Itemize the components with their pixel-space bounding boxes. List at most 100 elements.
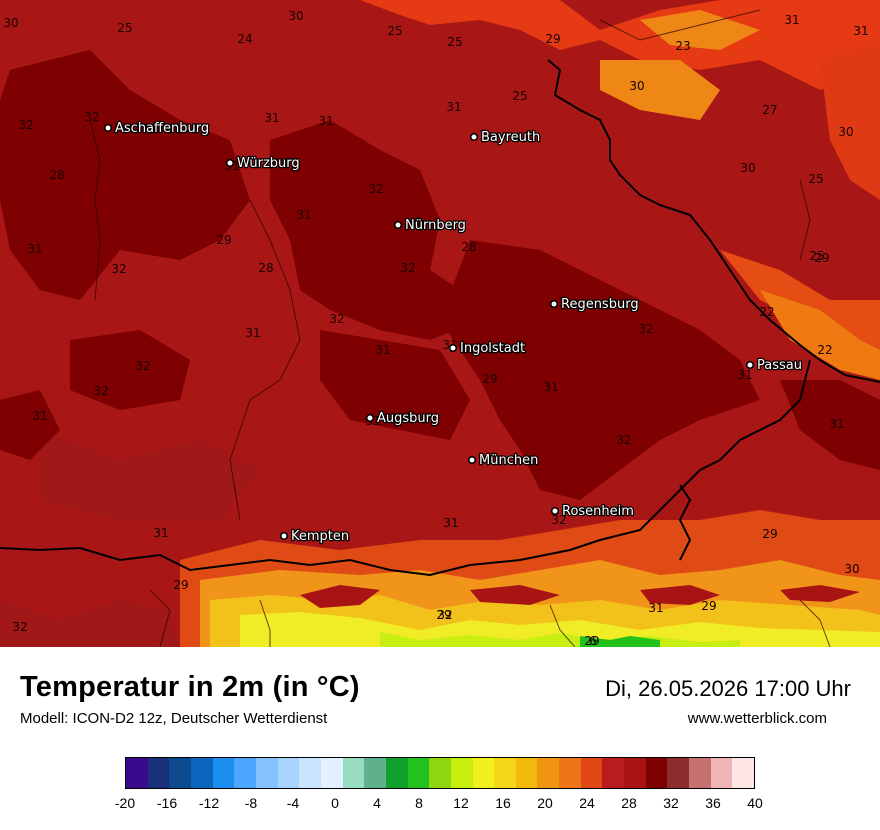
isotherm-value: 29 [173,578,188,592]
isotherm-value: 32 [638,322,653,336]
isotherm-value: 31 [443,516,458,530]
isotherm-value: 25 [117,21,132,35]
isotherm-value: 27 [762,103,777,117]
isotherm-value: 29 [701,599,716,613]
legend-ticks: -20 -16 -12 -8 -4 0 4 8 12 16 20 24 28 32 36 40 [0,795,880,815]
isotherm-value: 29 [216,233,231,247]
city-marker-dot [549,299,559,309]
isotherm-value: 29 [814,251,829,265]
city-marker-dot [103,123,113,133]
legend-swatch [602,758,625,788]
map-title: Temperatur in 2m (in °C) [20,671,360,703]
city-marker-dot [448,343,458,353]
city-label: Aschaffenburg [115,121,209,136]
legend-swatch [537,758,560,788]
isotherm-value: 30 [288,9,303,23]
isotherm-value: 30 [740,161,755,175]
temperature-map-canvas: 3025302425252923313130253127303232313131… [0,0,880,647]
isotherm-value: 22 [759,305,774,319]
city-label: Würzburg [237,156,300,171]
isotherm-value: 31 [318,114,333,128]
legend-tick-label: 0 [331,795,339,811]
legend-tick-label: 36 [705,795,721,811]
isotherm-value: 31 [737,368,752,382]
isotherm-value: 25 [809,249,824,263]
city-label: Bayreuth [481,130,540,145]
isotherm-value: 32 [135,359,150,373]
isotherm-value: 32 [551,513,566,527]
city-label: Regensburg [561,297,639,312]
city-regensburg: Regensburg [549,296,640,313]
isotherm-value: 31 [27,242,42,256]
isotherm-value: 31 [32,409,47,423]
isotherm-value: 32 [12,620,27,634]
isotherm-value: 31 [784,13,799,27]
isotherm-value: 31 [543,380,558,394]
footer: Temperatur in 2m (in °C) Modell: ICON-D2… [0,647,880,830]
legend-tick-label: 8 [415,795,423,811]
isotherm-value: 28 [258,261,273,275]
legend-swatch [710,758,733,788]
city-label: Passau [757,358,802,373]
legend-swatch [299,758,321,788]
model-info: Modell: ICON-D2 12z, Deutscher Wetterdie… [20,710,328,727]
legend-swatch [624,758,646,788]
legend-swatch [689,758,711,788]
city-label: Rosenheim [562,504,634,519]
isotherm-value: 31 [829,417,844,431]
hot-areas [0,50,880,500]
legend-swatch [190,758,213,788]
city-münchen: München [467,452,540,469]
isotherm-value: 30 [838,125,853,139]
legend-tick-label: 12 [453,795,469,811]
isotherm-value: 32 [111,262,126,276]
isotherm-value: 31 [153,526,168,540]
city-kempten: Kempten [279,528,350,545]
city-nürnberg: Nürnberg [393,217,467,234]
city-label: Nürnberg [405,218,466,233]
isotherm-value: 32 [18,118,33,132]
legend-tick-label: 20 [537,795,553,811]
legend-swatch [234,758,256,788]
isotherm-value: 31 [264,111,279,125]
legend-tick-label: 16 [495,795,511,811]
legend-swatch [126,758,148,788]
city-bayreuth: Bayreuth [469,129,542,146]
legend-swatch [494,758,516,788]
city-marker-dot [467,455,477,465]
city-würzburg: Würzburg [225,155,301,172]
legend-swatch [169,758,191,788]
legend-tick-label: 32 [663,795,679,811]
city-aschaffenburg: Aschaffenburg [103,120,210,137]
city-ingolstadt: Ingolstadt [448,340,526,357]
admin-lines [89,9,831,647]
isotherm-value: 29 [436,608,451,622]
isotherm-value: 32 [84,110,99,124]
website-link[interactable]: www.wetterblick.com [687,710,827,727]
isotherm-value: 31 [648,601,663,615]
isotherm-value: 23 [675,39,690,53]
city-augsburg: Augsburg [365,410,440,427]
city-marker-dot [550,506,560,516]
borders [0,59,880,577]
isotherm-value: 32 [329,312,344,326]
forecast-datetime: Di, 26.05.2026 17:00 Uhr [605,676,851,701]
isotherm-value: 25 [387,24,402,38]
legend-tick-label: 4 [373,795,381,811]
city-marker-dot [469,132,479,142]
city-label: München [479,453,538,468]
isotherm-value: 31 [446,100,461,114]
isotherm-value: 6 [589,634,597,647]
city-label: Kempten [291,529,349,544]
legend-tick-label: -16 [156,795,178,811]
legend-swatch [212,758,235,788]
legend-swatch [342,758,365,788]
isotherm-value: 32 [400,261,415,275]
legend-swatch [385,758,408,788]
isotherm-value: 31 [245,326,260,340]
isotherm-value: 30 [3,16,18,30]
legend-swatch [320,758,343,788]
isotherm-value: 31 [853,24,868,38]
isotherm-value: 29 [545,32,560,46]
legend-swatch [515,758,538,788]
